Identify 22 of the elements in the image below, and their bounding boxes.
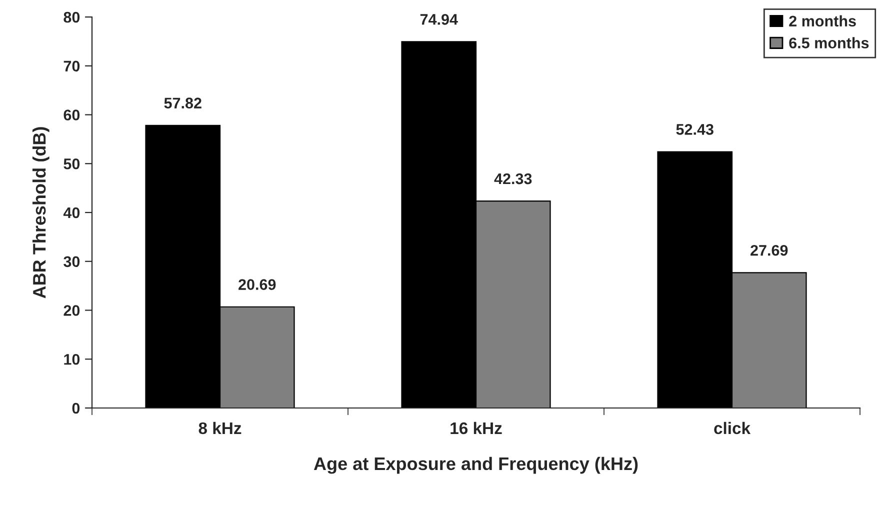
data-label: 27.69: [750, 244, 788, 256]
x-tick-label: 16 kHz: [450, 422, 502, 434]
y-tick-label: 70: [64, 60, 80, 72]
legend-label: 2 months: [789, 15, 856, 27]
y-axis-title: ABR Threshold (dB): [32, 127, 50, 298]
x-axis-title: Age at Exposure and Frequency (kHz): [314, 456, 638, 474]
legend-label: 6.5 months: [789, 37, 869, 48]
y-tick-label: 80: [64, 12, 80, 23]
y-tick-label: 30: [64, 256, 80, 268]
y-tick-label: 40: [63, 207, 80, 218]
data-label: 42.33: [494, 173, 532, 184]
data-label: 20.69: [238, 279, 276, 290]
y-tick-label: 60: [64, 110, 80, 120]
y-tick-label: 0: [72, 402, 80, 414]
data-label: 52.43: [676, 124, 714, 135]
data-label: 57.82: [164, 98, 202, 108]
y-tick-label: 20: [64, 305, 80, 316]
x-tick-label: 8 kHz: [198, 422, 242, 434]
y-tick-label: 10: [64, 354, 80, 365]
y-tick-label: 50: [64, 158, 80, 170]
x-tick-label: click: [714, 422, 751, 434]
data-label: 74.94: [420, 14, 458, 25]
